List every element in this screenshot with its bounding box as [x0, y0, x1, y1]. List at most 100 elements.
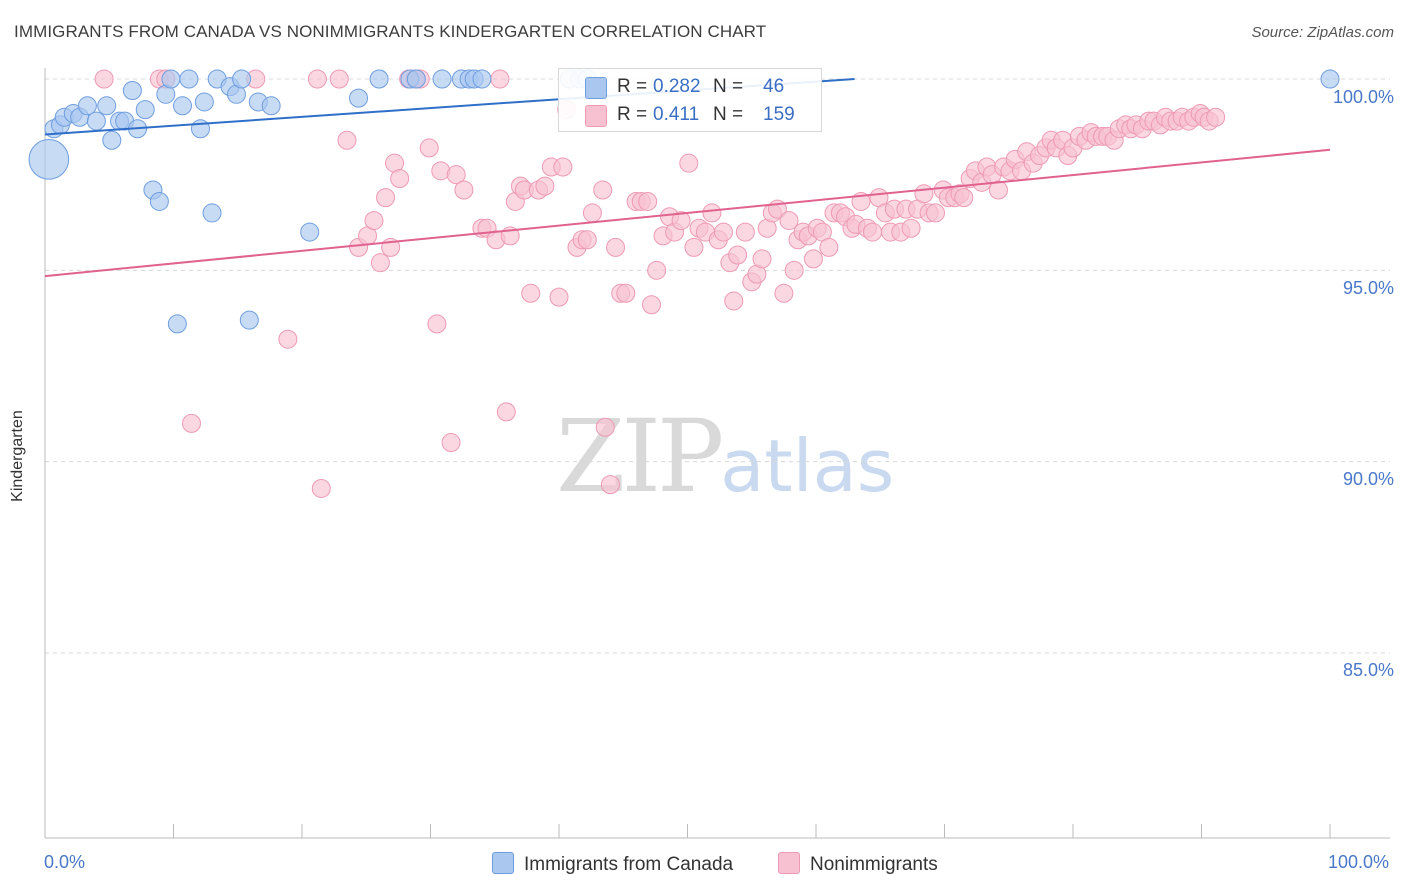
data-point-nonimmigrant: [553, 157, 573, 177]
data-point-canada: [172, 96, 192, 116]
data-point-canada: [122, 80, 142, 100]
legend-label: Nonimmigrants: [810, 854, 938, 875]
data-point-nonimmigrant: [728, 245, 748, 265]
data-point-nonimmigrant: [376, 188, 396, 208]
data-point-canada: [179, 69, 199, 89]
data-point-nonimmigrant: [901, 218, 921, 238]
data-point-nonimmigrant: [329, 69, 349, 89]
data-point-nonimmigrant: [679, 153, 699, 173]
data-point-canada: [167, 314, 187, 334]
data-point-nonimmigrant: [595, 417, 615, 437]
data-point-nonimmigrant: [94, 69, 114, 89]
legend-swatch-nonimmigrants: [585, 105, 607, 127]
data-point-nonimmigrant: [278, 329, 298, 349]
n-label: N =: [713, 104, 744, 125]
data-point-nonimmigrant: [490, 69, 510, 89]
y-axis-label: Kindergarten: [9, 410, 26, 502]
data-point-nonimmigrant: [307, 69, 327, 89]
data-point-nonimmigrant: [441, 433, 461, 453]
trend-line-nonimmigrant: [44, 148, 1331, 278]
data-point-canada: [28, 139, 70, 180]
data-point-nonimmigrant: [702, 203, 722, 223]
data-point-nonimmigrant: [724, 291, 744, 311]
n-value: 159: [763, 104, 795, 125]
data-point-nonimmigrant: [582, 203, 602, 223]
chart-title: IMMIGRANTS FROM CANADA VS NONIMMIGRANTS …: [14, 22, 767, 41]
data-point-nonimmigrant: [671, 211, 691, 231]
data-point-nonimmigrant: [863, 222, 883, 242]
data-point-nonimmigrant: [549, 287, 569, 307]
r-label: R =: [617, 76, 648, 97]
data-point-nonimmigrant: [779, 211, 799, 231]
data-point-canada: [135, 100, 155, 120]
legend-swatch: [778, 852, 800, 874]
legend-item-canada: Immigrants from Canada: [492, 852, 733, 876]
data-point-nonimmigrant: [535, 176, 555, 196]
data-point-canada: [1320, 69, 1340, 89]
data-point-nonimmigrant: [446, 165, 466, 185]
watermark-atlas: atlas: [720, 424, 895, 508]
data-point-nonimmigrant: [600, 475, 620, 495]
data-point-nonimmigrant: [419, 138, 439, 158]
n-label: N =: [713, 76, 744, 97]
data-point-nonimmigrant: [638, 191, 658, 211]
data-point-nonimmigrant: [803, 249, 823, 269]
data-point-canada: [149, 191, 169, 211]
data-point-nonimmigrant: [337, 130, 357, 150]
data-point-canada: [77, 96, 97, 116]
data-point-nonimmigrant: [819, 237, 839, 257]
x-tick-label-min: 0.0%: [44, 852, 86, 872]
data-point-nonimmigrant: [496, 402, 516, 422]
data-point-nonimmigrant: [774, 283, 794, 303]
data-point-nonimmigrant: [988, 180, 1008, 200]
data-point-nonimmigrant: [616, 283, 636, 303]
source-label: Source: ZipAtlas.com: [1251, 24, 1394, 41]
data-point-nonimmigrant: [914, 184, 934, 204]
r-value: 0.411: [653, 104, 700, 125]
watermark-zip: ZIP: [556, 398, 724, 515]
data-point-nonimmigrant: [926, 203, 946, 223]
data-point-canada: [161, 69, 181, 89]
data-point-nonimmigrant: [390, 168, 410, 188]
data-point-nonimmigrant: [784, 260, 804, 280]
data-point-canada: [369, 69, 389, 89]
data-point-canada: [194, 92, 214, 112]
y-tick-label-95: 95.0%: [1342, 278, 1394, 298]
data-point-nonimmigrant: [364, 211, 384, 231]
legend-label: Immigrants from Canada: [524, 854, 734, 875]
data-point-canada: [472, 69, 492, 89]
data-point-canada: [202, 203, 222, 223]
data-point-canada: [86, 111, 106, 131]
y-tick-label-90: 90.0%: [1342, 469, 1394, 489]
y-tick-label-85: 85.0%: [1342, 660, 1394, 680]
data-point-canada: [300, 222, 320, 242]
data-point-canada: [406, 69, 426, 89]
data-point-canada: [102, 130, 122, 150]
data-point-nonimmigrant: [593, 180, 613, 200]
data-point-canada: [432, 69, 452, 89]
r-label: R =: [617, 104, 648, 125]
data-point-nonimmigrant: [642, 295, 662, 315]
data-point-nonimmigrant: [521, 283, 541, 303]
data-point-canada: [232, 69, 252, 89]
data-point-nonimmigrant: [735, 222, 755, 242]
data-point-nonimmigrant: [311, 478, 331, 498]
data-point-nonimmigrant: [427, 314, 447, 334]
legend-item-nonimmigrants: Nonimmigrants: [778, 852, 938, 876]
data-point-nonimmigrant: [370, 253, 390, 273]
data-point-nonimmigrant: [1206, 107, 1226, 127]
data-point-nonimmigrant: [713, 222, 733, 242]
data-point-canada: [97, 96, 117, 116]
data-point-nonimmigrant: [606, 237, 626, 257]
stats-legend: R = 0.282 N = 46 R = 0.411 N = 159: [558, 68, 822, 132]
data-point-canada: [239, 310, 259, 330]
r-value: 0.282: [653, 76, 701, 97]
data-point-nonimmigrant: [954, 188, 974, 208]
data-point-nonimmigrant: [454, 180, 474, 200]
x-tick-label-max: 100.0%: [1328, 852, 1390, 872]
data-point-nonimmigrant: [647, 260, 667, 280]
data-point-nonimmigrant: [752, 249, 772, 269]
data-point-canada: [261, 96, 281, 116]
legend-swatch-canada: [585, 77, 607, 99]
